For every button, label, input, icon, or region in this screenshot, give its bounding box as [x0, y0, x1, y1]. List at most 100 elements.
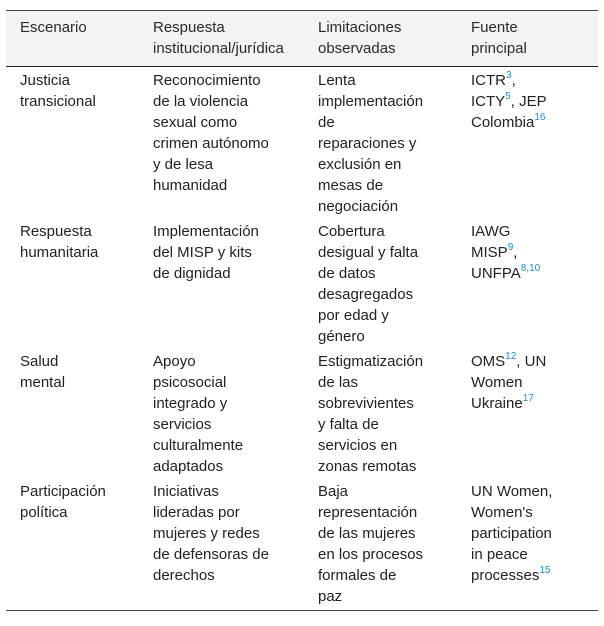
cell-line: y falta de: [318, 416, 379, 433]
header-fuente: Fuente principal: [457, 10, 598, 67]
reference-link[interactable]: 3: [506, 70, 512, 81]
header-line: Limitaciones: [318, 19, 402, 36]
cell-line: de dignidad: [153, 265, 231, 282]
cell-line: género: [318, 328, 365, 345]
reference-link[interactable]: 9: [507, 242, 514, 253]
cell-line: ICTR3,: [471, 70, 590, 91]
scenarios-table: Escenario Respuesta institucional/jurídi…: [6, 10, 598, 611]
cell-line: de defensoras de: [153, 546, 269, 563]
reference-link[interactable]: 12: [505, 351, 517, 362]
source-text: Women's: [471, 504, 533, 521]
cell-line: integrado y: [153, 395, 228, 412]
cell-line: Women's: [471, 502, 590, 523]
cell-line: mujeres y redes: [153, 525, 260, 542]
cell-line: mental: [20, 374, 66, 391]
header-limitaciones: Limitaciones observadas: [304, 10, 457, 67]
cell-line: Respuesta: [20, 223, 92, 240]
cell-fuente: ICTR3, ICTY5, JEP Colombia16: [457, 67, 598, 220]
cell-line: Colombia16: [471, 112, 590, 133]
cell-line: Participación: [20, 483, 106, 500]
cell-line: humanitaria: [20, 244, 99, 261]
cell-line: Apoyo: [153, 353, 196, 370]
cell-line: de las: [318, 374, 359, 391]
source-text: in peace: [471, 546, 528, 563]
reference-link[interactable]: 5: [505, 91, 511, 102]
header-line: institucional/jurídica: [153, 40, 284, 57]
cell-line: Lenta: [318, 72, 356, 89]
cell-line: desagregados: [318, 286, 414, 303]
source-text: participation: [471, 525, 552, 542]
cell-line: Reconocimiento: [153, 72, 261, 89]
table-body: Justicia transicional Reconocimiento de la …: [6, 67, 598, 611]
cell-line: adaptados: [153, 458, 224, 475]
cell-line: de datos: [318, 265, 376, 282]
cell-line: culturalmente: [153, 437, 244, 454]
cell-line: psicosocial: [153, 374, 227, 391]
source-text: Women: [471, 374, 523, 391]
header-line: principal: [471, 40, 527, 57]
cell-line: Baja: [318, 483, 349, 500]
cell-line: MISP9,: [471, 242, 590, 263]
cell-fuente: UN Women, Women's participation in peace pro…: [457, 479, 598, 611]
cell-line: lideradas por: [153, 504, 240, 521]
cell-line: transicional: [20, 93, 96, 110]
source-text: IAWG: [471, 223, 511, 240]
cell-line: política: [20, 504, 68, 521]
source-text: ,: [511, 72, 516, 89]
cell-line: participation: [471, 523, 590, 544]
reference-link[interactable]: 17: [522, 393, 534, 404]
source-text: OMS: [471, 353, 506, 370]
cell-line: Salud: [20, 353, 59, 370]
cell-line: crimen autónomo: [153, 135, 269, 152]
cell-line: por edad y: [318, 307, 389, 324]
cell-escenario: Participación política: [6, 479, 139, 611]
cell-line: mesas de: [318, 177, 384, 194]
cell-line: negociación: [318, 198, 399, 215]
cell-line: de la violencia: [153, 93, 249, 110]
header-line: Escenario: [20, 19, 87, 36]
table-row: Justicia transicional Reconocimiento de la …: [6, 67, 598, 220]
cell-line: derechos: [153, 567, 215, 584]
cell-limitaciones: Estigmatización de las sobrevivientes y fal…: [304, 349, 457, 479]
cell-respuesta: Implementación del MISP y kits de dignidad: [139, 219, 304, 349]
reference-link[interactable]: 15: [539, 565, 551, 576]
cell-line: implementación: [318, 93, 424, 110]
source-text: MISP: [471, 244, 508, 261]
cell-line: del MISP y kits: [153, 244, 252, 261]
cell-line: zonas remotas: [318, 458, 417, 475]
cell-line: reparaciones y: [318, 135, 417, 152]
cell-line: representación: [318, 504, 418, 521]
cell-line: Women: [471, 372, 590, 393]
cell-line: Estigmatización: [318, 353, 424, 370]
cell-limitaciones: Lenta implementación de reparaciones y exclu…: [304, 67, 457, 220]
cell-line: UNFPA8,10: [471, 263, 590, 284]
cell-line: formales de: [318, 567, 397, 584]
cell-line: en los procesos: [318, 546, 424, 563]
source-text: ,: [513, 244, 518, 261]
cell-escenario: Justicia transicional: [6, 67, 139, 220]
cell-line: Cobertura: [318, 223, 385, 240]
cell-line: sobrevivientes: [318, 395, 414, 412]
cell-line: humanidad: [153, 177, 228, 194]
table-header: Escenario Respuesta institucional/jurídi…: [6, 10, 598, 67]
header-line: Respuesta: [153, 19, 225, 36]
cell-respuesta: Iniciativas lideradas por mujeres y redes d…: [139, 479, 304, 611]
cell-limitaciones: Baja representación de las mujeres en los p…: [304, 479, 457, 611]
cell-line: y de lesa: [153, 156, 214, 173]
source-text: ICTR: [471, 72, 506, 89]
source-text: processes: [471, 567, 540, 584]
cell-line: Justicia: [20, 72, 71, 89]
table-row: Participación política Iniciativas liderada…: [6, 479, 598, 611]
reference-link[interactable]: 16: [534, 112, 546, 123]
source-text: , UN: [516, 353, 547, 370]
table-container: Escenario Respuesta institucional/jurídi…: [6, 10, 598, 611]
reference-link[interactable]: 8,10: [520, 263, 541, 274]
source-text: , JEP: [510, 93, 547, 110]
cell-fuente: OMS12, UN Women Ukraine17: [457, 349, 598, 479]
header-respuesta: Respuesta institucional/jurídica: [139, 10, 304, 67]
source-text: UN Women,: [471, 483, 553, 500]
cell-line: de: [318, 114, 335, 131]
cell-line: exclusión en: [318, 156, 402, 173]
cell-line: processes15: [471, 565, 590, 586]
table-row: Salud mental Apoyo psicosocial integrado y se…: [6, 349, 598, 479]
